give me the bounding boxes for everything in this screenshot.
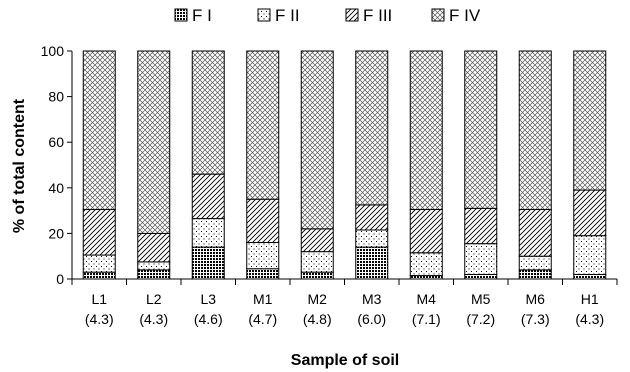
legend-item-f3: F III (345, 6, 392, 25)
bar-h1-series-1 (573, 273, 607, 280)
bar-m1-series-4 (246, 50, 280, 200)
bar-m5-series-2 (464, 243, 498, 275)
x-tick-sublabel-m2: (4.8) (303, 311, 332, 327)
bar-h1-series-2 (573, 235, 607, 275)
bar-l3-series-1 (191, 246, 225, 280)
bar-m2-series-3 (300, 228, 334, 253)
bar-l1-series-4 (82, 50, 116, 210)
legend-label-f1: F I (192, 6, 212, 25)
x-tick-label-m6: M6 (526, 291, 546, 307)
bar-m1-series-3 (246, 198, 280, 244)
legend-item-f2: F II (257, 6, 300, 25)
bar-m6-series-3 (518, 208, 552, 257)
x-tick-label-l2: L2 (146, 291, 162, 307)
legend-label-f4: F IV (449, 6, 481, 25)
legend-item-f1: F I (174, 6, 212, 25)
plot-area (82, 50, 607, 280)
bar-m5-series-4 (464, 50, 498, 209)
bar-l3-series-3 (191, 173, 225, 220)
y-axis-title: % of total content (11, 98, 28, 233)
x-tick-sublabel-l2: (4.3) (139, 311, 168, 327)
x-tick-sublabel-h1: (4.3) (575, 311, 604, 327)
legend-item-f4: F IV (431, 6, 481, 25)
x-tick-sublabel-m3: (6.0) (357, 311, 386, 327)
legend-label-f3: F III (363, 6, 392, 25)
legend: F I F II F III F IV (174, 6, 481, 25)
x-tick-label-m4: M4 (417, 291, 437, 307)
legend-label-f2: F II (275, 6, 300, 25)
bar-h1-series-3 (573, 189, 607, 237)
bar-m2-series-1 (300, 271, 334, 280)
x-tick-label-m3: M3 (362, 291, 382, 307)
bar-l3-series-2 (191, 218, 225, 248)
bar-l2-series-3 (137, 232, 171, 263)
x-tick-label-l1: L1 (91, 291, 107, 307)
x-tick-sublabel-m4: (7.1) (412, 311, 441, 327)
y-tick-label-20: 20 (48, 225, 64, 241)
bar-h1-series-4 (573, 50, 607, 191)
bar-m2-series-2 (300, 251, 334, 273)
bar-l1-series-3 (82, 208, 116, 256)
x-tick-label-l3: L3 (200, 291, 216, 307)
bar-m4-series-3 (409, 208, 443, 254)
bar-m3-series-1 (355, 246, 389, 280)
bar-m6-series-2 (518, 255, 552, 271)
bar-l2-series-1 (137, 269, 171, 280)
bar-m3-series-4 (355, 50, 389, 206)
axes: L1 (4.3) L2 (4.3) L3 (4.6) M1 (4.7) M2 (4.8) M3 (6.… (41, 43, 618, 327)
bar-m4-series-2 (409, 252, 443, 277)
x-tick-sublabel-m1: (4.7) (248, 311, 277, 327)
bar-m1-series-2 (246, 242, 280, 270)
bar-l2-series-4 (137, 50, 171, 234)
bar-m1-series-1 (246, 268, 280, 280)
y-tick-label-0: 0 (56, 271, 64, 287)
y-tick-label-100: 100 (41, 43, 65, 59)
y-tick-label-40: 40 (48, 180, 64, 196)
legend-swatch-f1 (174, 8, 188, 22)
y-tick-label-80: 80 (48, 89, 64, 105)
bar-m4-series-4 (409, 50, 443, 210)
x-tick-label-m1: M1 (253, 291, 273, 307)
x-axis-title: Sample of soil (291, 352, 399, 369)
bar-m3-series-3 (355, 204, 389, 231)
x-tick-sublabel-m6: (7.3) (521, 311, 550, 327)
bar-m4-series-1 (409, 275, 443, 280)
bar-m3-series-2 (355, 229, 389, 248)
legend-swatch-f2 (257, 8, 271, 22)
bar-m6-series-4 (518, 50, 552, 210)
x-tick-label-h1: H1 (581, 291, 599, 307)
x-tick-label-m5: M5 (471, 291, 491, 307)
legend-swatch-f4 (431, 8, 445, 22)
x-tick-sublabel-l1: (4.3) (85, 311, 114, 327)
x-tick-label-m2: M2 (308, 291, 328, 307)
bar-l1-series-2 (82, 254, 116, 273)
bar-m2-series-4 (300, 50, 334, 230)
bar-l2-series-2 (137, 261, 171, 271)
bar-m5-series-1 (464, 273, 498, 280)
bar-l1-series-1 (82, 271, 116, 280)
bar-l3-series-4 (191, 50, 225, 175)
legend-swatch-f3 (345, 8, 359, 22)
y-tick-label-60: 60 (48, 134, 64, 150)
bar-m5-series-3 (464, 207, 498, 245)
bar-m6-series-1 (518, 269, 552, 280)
x-tick-sublabel-l3: (4.6) (194, 311, 223, 327)
x-tick-sublabel-m5: (7.2) (466, 311, 495, 327)
